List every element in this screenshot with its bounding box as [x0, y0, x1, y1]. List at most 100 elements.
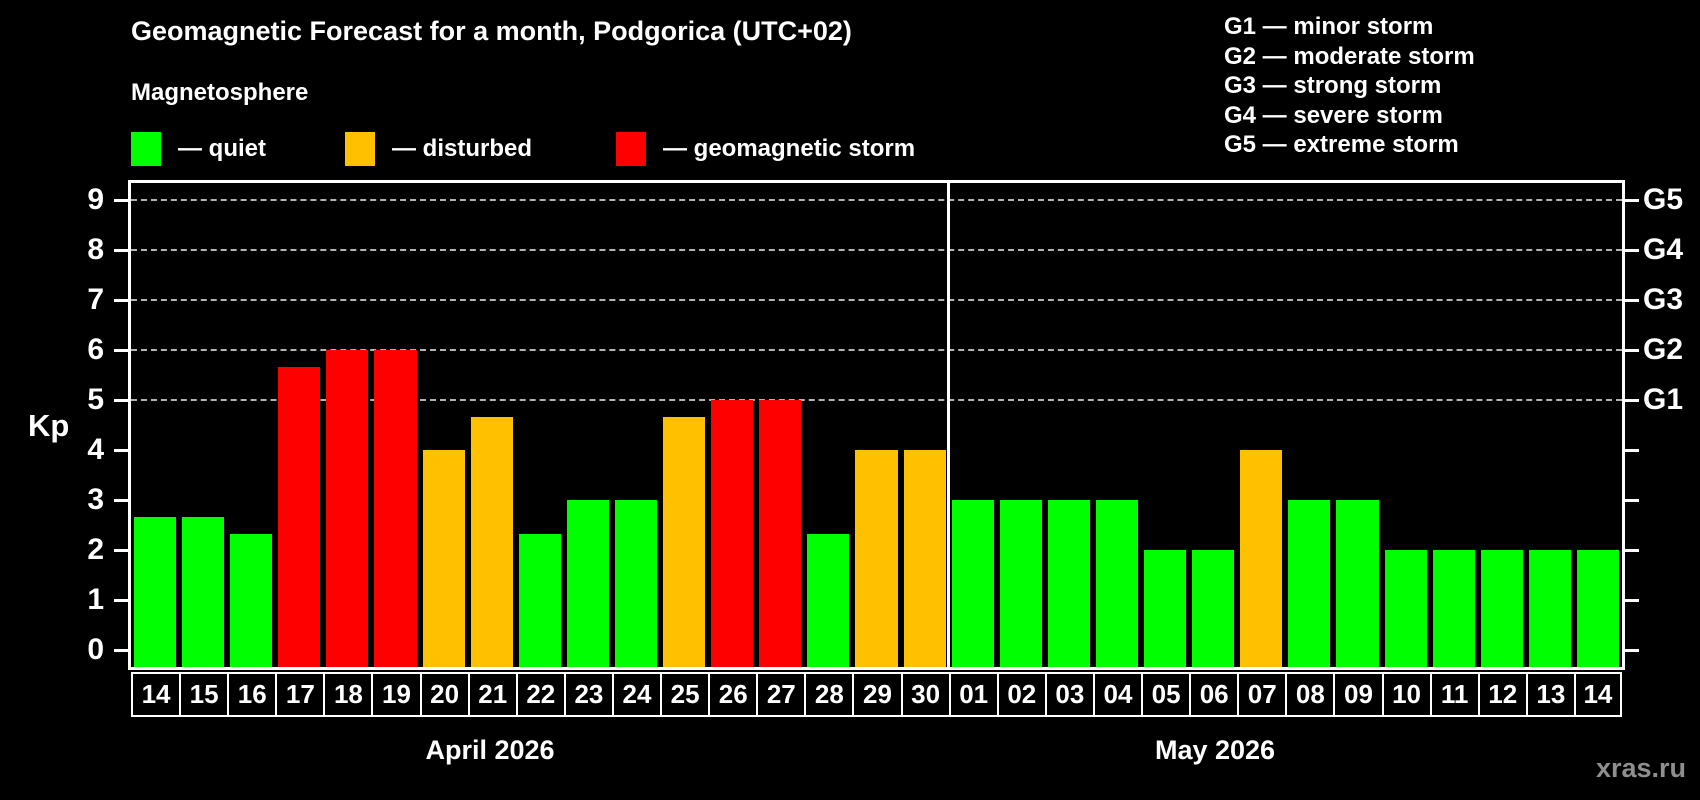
magnetosphere-label: Magnetosphere [131, 79, 309, 106]
day-label: 24 [611, 672, 663, 717]
axis-tick-left [114, 448, 128, 452]
axis-tick-right [1625, 648, 1639, 652]
kp-bar [807, 533, 850, 667]
kp-bar [1144, 550, 1187, 667]
axis-tick-left [114, 548, 128, 552]
quiet-color-swatch [131, 131, 161, 166]
y-tick-label: 9 [87, 183, 104, 216]
axis-tick-left [114, 198, 128, 202]
kp-bar [1047, 500, 1090, 667]
y-tick-label: 8 [87, 233, 104, 266]
day-label: 21 [467, 672, 518, 717]
day-label: 02 [996, 672, 1047, 717]
axis-tick-right [1625, 198, 1639, 202]
kp-bar [855, 450, 898, 667]
day-label: 30 [900, 672, 951, 717]
month-label-april: April 2026 [425, 735, 555, 765]
y-tick-label: 1 [87, 583, 104, 616]
day-label: 18 [323, 672, 374, 717]
month-separator-line [947, 183, 951, 667]
g3-legend-line: G3 — strong storm [1224, 72, 1442, 99]
storm-color-swatch [616, 131, 646, 166]
gridline [131, 299, 1622, 301]
kp-bar [1095, 500, 1139, 667]
kp-bar [951, 500, 994, 667]
plot-area: 0 1 2 3 4 5 6 7 8 9 G1 G2 G3 G4 G5 [87, 180, 1683, 670]
day-label: 01 [948, 672, 999, 717]
g-level-label: G3 [1643, 283, 1684, 316]
kp-bar [614, 500, 658, 667]
kp-bar [1576, 550, 1619, 667]
kp-bar [1240, 450, 1283, 667]
kp-bar [1192, 550, 1235, 667]
day-label: 25 [660, 672, 711, 717]
kp-bar [1288, 500, 1331, 667]
kp-bar [134, 516, 177, 667]
axis-tick-right [1625, 298, 1639, 302]
day-label: 09 [1333, 672, 1384, 717]
month-label-may: May 2026 [1154, 735, 1276, 765]
gridline [131, 199, 1622, 201]
day-label: 27 [756, 672, 807, 717]
day-label: 04 [1092, 672, 1144, 717]
axis-tick-right [1625, 448, 1639, 452]
day-label: 12 [1477, 672, 1528, 717]
kp-bar [278, 366, 321, 667]
g-level-label: G2 [1643, 333, 1684, 366]
kp-bar [230, 533, 273, 667]
day-label: 20 [419, 672, 470, 717]
gridline [131, 249, 1622, 251]
g4-legend-line: G4 — severe storm [1224, 101, 1443, 129]
kp-bar [422, 450, 465, 667]
y-axis-title: Kp [28, 408, 70, 443]
gridline [131, 349, 1622, 351]
kp-bar [1384, 550, 1427, 667]
gridline [131, 399, 1622, 401]
g-level-label: G1 [1643, 383, 1684, 416]
y-tick-label: 6 [87, 333, 104, 366]
y-tick-label: 4 [87, 433, 104, 466]
kp-bar [374, 350, 417, 667]
day-label: 19 [371, 672, 422, 717]
kp-bar [182, 516, 225, 667]
kp-bar [1336, 500, 1379, 667]
kp-bar [518, 533, 561, 667]
day-label: 13 [1525, 672, 1576, 717]
legend-item-disturbed: — disturbed [345, 131, 532, 166]
day-label: 07 [1237, 672, 1288, 717]
legend-item-storm: — geomagnetic storm [616, 131, 915, 166]
g5-legend-line: G5 — extreme storm [1224, 131, 1459, 158]
day-label: 05 [1141, 672, 1192, 717]
legend-label: — disturbed [392, 134, 533, 162]
kp-bar [999, 500, 1042, 667]
day-label: 11 [1429, 672, 1480, 717]
axis-tick-left [114, 398, 128, 402]
kp-bar [470, 416, 513, 667]
axis-tick-right [1625, 548, 1639, 552]
axis-tick-left [114, 648, 128, 652]
g-level-label: G5 [1643, 183, 1684, 216]
day-label: 26 [708, 672, 759, 717]
axis-tick-left [114, 348, 128, 352]
day-label: 06 [1189, 672, 1240, 717]
kp-bar [326, 350, 369, 667]
y-tick-label: 3 [87, 483, 104, 516]
y-tick-label: 0 [87, 633, 104, 666]
day-label: 29 [852, 672, 903, 717]
legend-label: — quiet [178, 134, 266, 162]
day-label: 22 [515, 672, 566, 717]
legend-item-quiet: — quiet [131, 131, 266, 166]
axis-tick-right [1625, 498, 1639, 502]
page-title: Geomagnetic Forecast for a month, Podgor… [131, 16, 852, 46]
day-label: 10 [1381, 672, 1432, 717]
day-label: 14 [1573, 672, 1622, 717]
day-label: 16 [227, 672, 278, 717]
kp-bar [566, 500, 609, 667]
kp-bar [903, 450, 946, 667]
day-label: 15 [179, 672, 230, 717]
day-label: 28 [804, 672, 855, 717]
y-tick-label: 5 [87, 383, 104, 416]
g1-legend-line: G1 — minor storm [1224, 13, 1434, 40]
kp-bar [663, 416, 706, 667]
